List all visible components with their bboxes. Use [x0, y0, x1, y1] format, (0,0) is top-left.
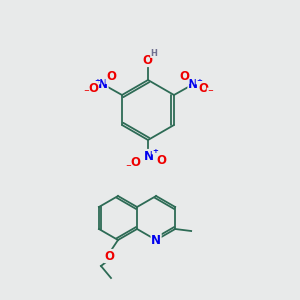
- Text: +: +: [94, 78, 100, 84]
- Text: N: N: [98, 79, 108, 92]
- Text: H: H: [151, 49, 158, 58]
- Text: O: O: [106, 70, 116, 83]
- Text: −: −: [83, 88, 89, 94]
- Text: O: O: [142, 53, 152, 67]
- Text: O: O: [130, 157, 140, 169]
- Text: +: +: [196, 78, 202, 84]
- Text: N: N: [144, 149, 154, 163]
- Text: −: −: [207, 88, 213, 94]
- Text: −: −: [125, 163, 131, 169]
- Text: N: N: [188, 79, 198, 92]
- Text: +: +: [152, 148, 158, 154]
- Text: O: O: [104, 250, 114, 262]
- Text: N: N: [151, 233, 161, 247]
- Text: O: O: [88, 82, 98, 94]
- Text: O: O: [198, 82, 208, 94]
- Text: O: O: [156, 154, 166, 167]
- Text: O: O: [179, 70, 189, 83]
